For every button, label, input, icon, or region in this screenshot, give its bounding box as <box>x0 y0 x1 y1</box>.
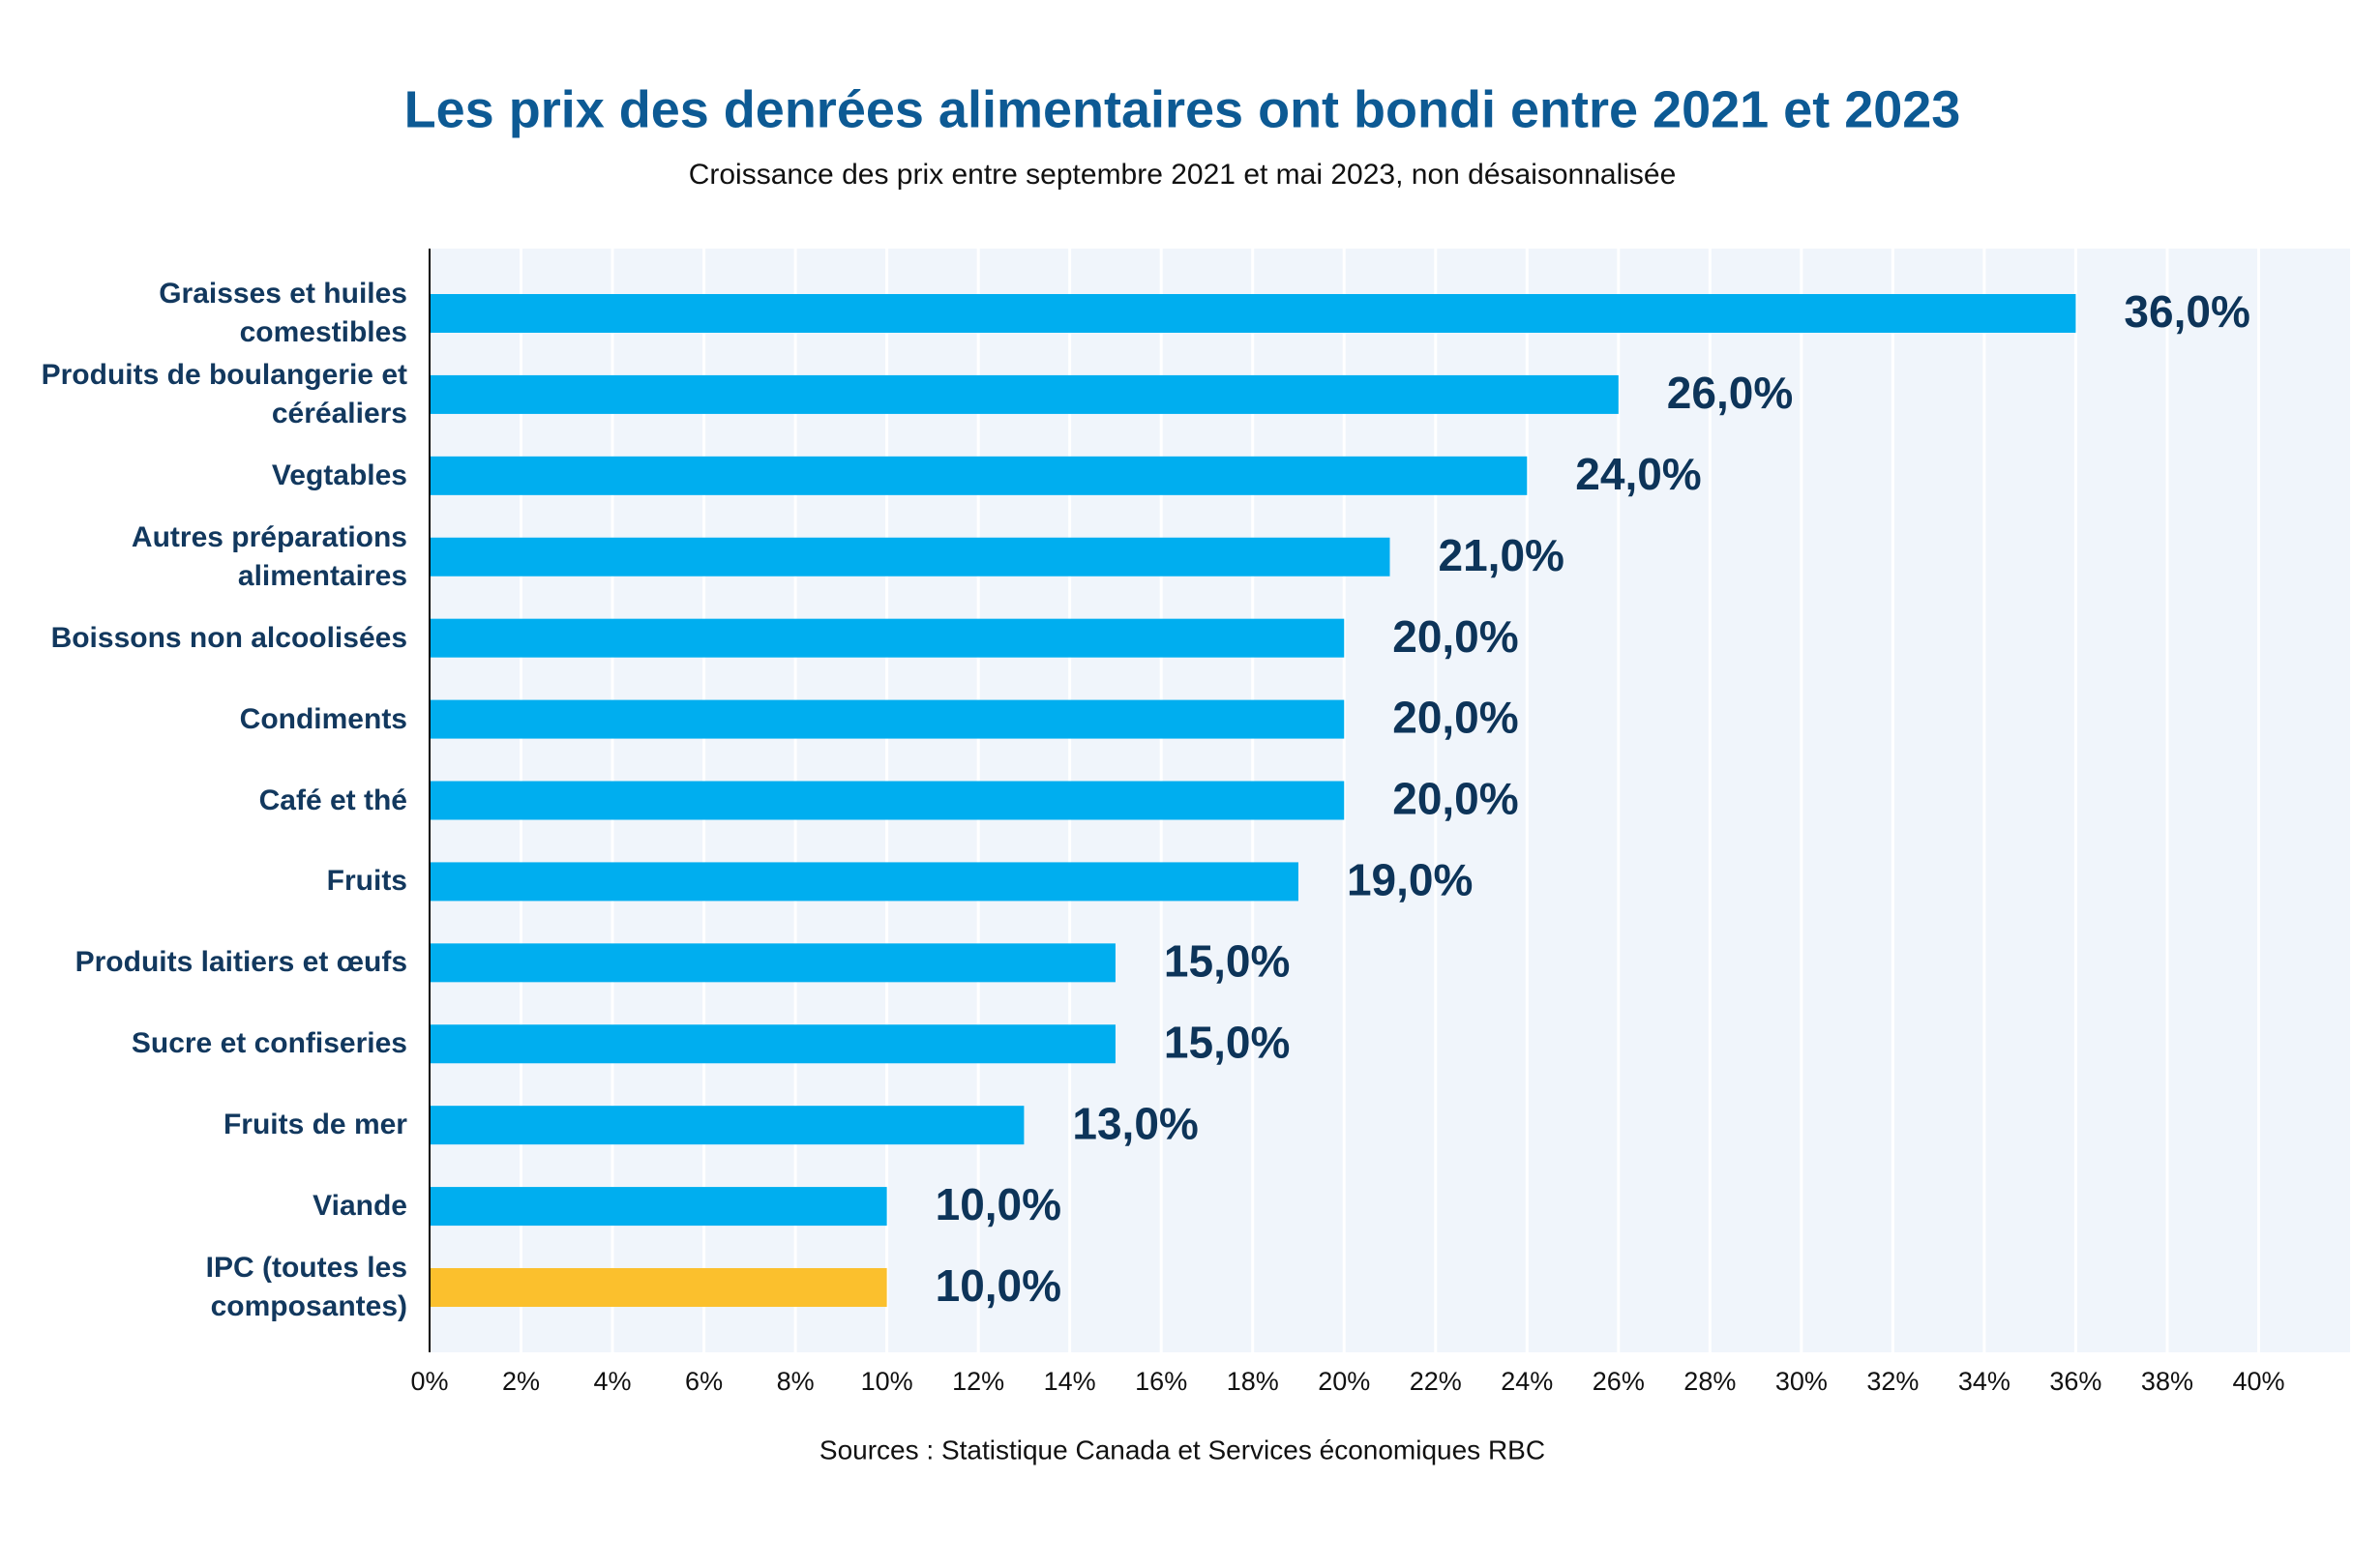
bar <box>430 374 1619 414</box>
x-tick-label: 22% <box>1410 1367 1462 1396</box>
bar <box>430 943 1116 983</box>
y-tick-label: Sucre et confiseries <box>131 1027 407 1060</box>
y-tick-label: IPC (toutes les composantes) <box>205 1252 407 1322</box>
x-tick-label: 30% <box>1775 1367 1828 1396</box>
value-label: 20,0% <box>1392 611 1518 662</box>
value-label: 36,0% <box>2124 286 2249 337</box>
y-tick-label: Boissons non alcoolisées <box>50 621 407 654</box>
x-tick-label: 32% <box>1866 1367 1919 1396</box>
value-label: 20,0% <box>1392 693 1518 743</box>
x-tick-label: 0% <box>410 1367 448 1396</box>
value-label: 24,0% <box>1575 449 1701 499</box>
y-tick-label: Fruits <box>326 865 407 898</box>
value-label: 10,0% <box>936 1260 1061 1311</box>
chart-title: Les prix des denrées alimentaires ont bo… <box>404 80 1961 138</box>
x-tick-label: 34% <box>1958 1367 2010 1396</box>
value-label: 26,0% <box>1667 368 1793 418</box>
bar <box>430 618 1345 658</box>
bar <box>430 1106 1025 1145</box>
x-tick-label: 28% <box>1683 1367 1736 1396</box>
y-tick-label: Viande <box>313 1190 407 1223</box>
value-label: 19,0% <box>1347 855 1473 905</box>
chart-subtitle: Croissance des prix entre septembre 2021… <box>689 159 1677 191</box>
source: Sources : Statistique Canada et Services… <box>819 1435 1545 1464</box>
x-tick-label: 16% <box>1135 1367 1187 1396</box>
y-tick-label: Produits de boulangerie et céréaliers <box>41 358 407 429</box>
x-tick-label: 14% <box>1044 1367 1096 1396</box>
value-label: 21,0% <box>1439 530 1564 580</box>
value-label: 20,0% <box>1392 774 1518 824</box>
x-tick-label: 38% <box>2141 1367 2193 1396</box>
x-tick-label: 20% <box>1318 1367 1370 1396</box>
y-tick-label: Produits laitiers et œufs <box>74 946 407 979</box>
x-tick-label: 10% <box>861 1367 913 1396</box>
x-tick-label: 40% <box>2232 1367 2284 1396</box>
value-label: 13,0% <box>1072 1098 1198 1148</box>
bar <box>430 456 1528 495</box>
x-tick-label: 12% <box>952 1367 1004 1396</box>
y-tick-label: Condiments <box>239 702 407 735</box>
bar <box>430 862 1298 902</box>
x-tick-label: 36% <box>2049 1367 2101 1396</box>
x-tick-label: 4% <box>594 1367 632 1396</box>
bar <box>430 781 1345 820</box>
y-tick-label: Graisses et huiles comestibles <box>159 278 407 348</box>
bar <box>430 537 1390 577</box>
x-tick-label: 24% <box>1501 1367 1553 1396</box>
x-tick-label: 2% <box>502 1367 540 1396</box>
bar <box>430 1187 887 1227</box>
y-tick-label: Café et thé <box>258 784 407 816</box>
value-label: 10,0% <box>936 1179 1061 1229</box>
y-tick-label: Fruits de mer <box>223 1109 407 1141</box>
value-label: 15,0% <box>1164 1017 1290 1067</box>
value-label: 15,0% <box>1164 935 1290 986</box>
bar <box>430 294 2076 333</box>
bar <box>430 1024 1116 1064</box>
x-tick-label: 18% <box>1227 1367 1279 1396</box>
bar <box>430 699 1345 739</box>
x-tick-label: 6% <box>685 1367 723 1396</box>
y-tick-label: Autres préparations alimentaires <box>131 520 407 592</box>
x-tick-label: 8% <box>777 1367 815 1396</box>
bar <box>430 1268 887 1307</box>
y-tick-label: Vegtables <box>271 459 407 491</box>
x-tick-label: 26% <box>1593 1367 1645 1396</box>
